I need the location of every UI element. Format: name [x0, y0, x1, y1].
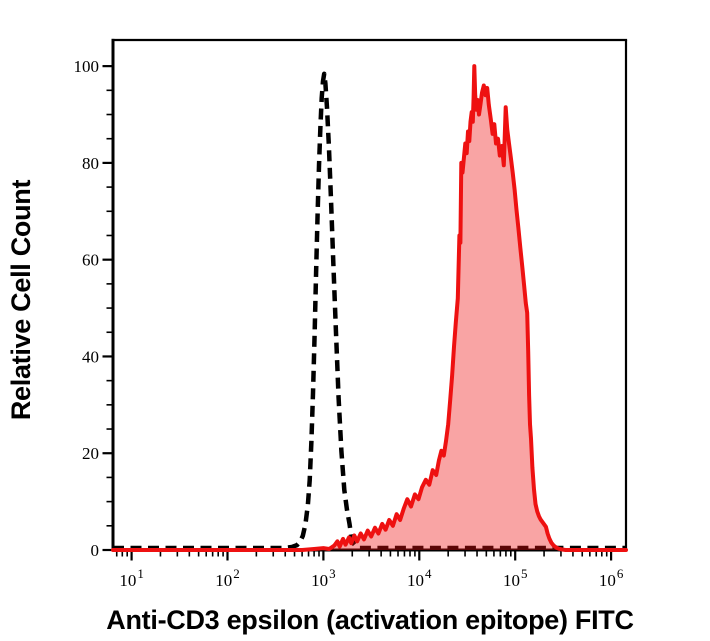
x-tick-label: 103 — [311, 566, 336, 590]
y-tick-label: 80 — [82, 154, 99, 173]
x-axis-title: Anti-CD3 epsilon (activation epitope) FI… — [106, 605, 633, 635]
sample-filled-area — [113, 66, 626, 550]
y-tick-label: 100 — [74, 57, 100, 76]
y-tick-label: 0 — [91, 541, 100, 560]
y-tick-label: 20 — [82, 444, 99, 463]
y-axis-title: Relative Cell Count — [6, 180, 36, 421]
control-dashed-curve — [113, 71, 626, 551]
y-tick-label: 40 — [82, 347, 99, 366]
x-tick-label: 102 — [215, 566, 240, 590]
y-tick-label: 60 — [82, 251, 99, 270]
x-tick-label: 101 — [119, 566, 144, 590]
x-tick-label: 104 — [407, 566, 432, 590]
sample-curve-outline — [111, 64, 628, 552]
x-tick-label: 106 — [599, 566, 624, 590]
x-tick-label: 105 — [503, 566, 528, 590]
